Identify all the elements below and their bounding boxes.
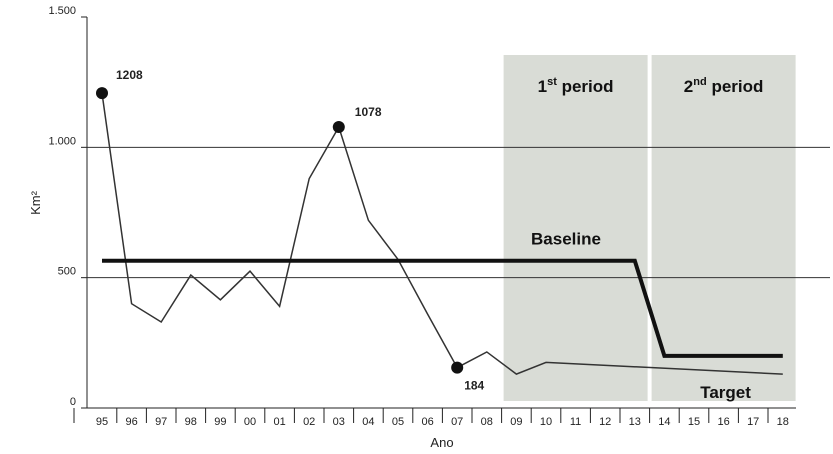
x-tick-label: 03 xyxy=(333,416,345,428)
x-tick-label: 17 xyxy=(747,416,759,428)
x-tick-label: 15 xyxy=(688,416,700,428)
y-tick-label: 1.500 xyxy=(48,5,76,17)
x-tick-label: 99 xyxy=(214,416,226,428)
x-tick-label: 09 xyxy=(510,416,522,428)
gridlines xyxy=(87,146,830,279)
x-tick-label: 10 xyxy=(540,416,552,428)
point-label: 1208 xyxy=(116,68,143,82)
baseline-series-line xyxy=(102,258,783,358)
x-tick-label: 95 xyxy=(96,416,108,428)
point-label: 1078 xyxy=(355,105,382,119)
x-tick-label: 16 xyxy=(717,416,729,428)
x-tick-label: 07 xyxy=(451,416,463,428)
y-tick-label: 1.000 xyxy=(48,135,76,147)
highlight-point xyxy=(96,87,108,100)
x-tick-label: 01 xyxy=(273,416,285,428)
x-tick-label: 04 xyxy=(362,416,374,428)
target-annotation: Target xyxy=(700,383,751,402)
period-band-1 xyxy=(503,55,648,401)
x-tick-label: 05 xyxy=(392,416,404,428)
period-title-1: 1st period xyxy=(538,76,614,96)
highlight-point xyxy=(332,121,345,134)
y-axis-title: Km² xyxy=(28,190,43,215)
x-tick-label: 11 xyxy=(570,416,581,428)
x-tick-label: 08 xyxy=(481,416,493,428)
baseline-annotation: Baseline xyxy=(531,230,601,249)
period-bands xyxy=(503,55,796,401)
y-ticks: 0 500 1.000 1.500 xyxy=(48,5,87,409)
highlight-points: 1208 1078 184 xyxy=(96,68,485,393)
x-axis-title: Ano xyxy=(430,435,453,450)
point-label: 184 xyxy=(464,379,484,393)
x-tick-label: 06 xyxy=(421,416,433,428)
y-tick-label: 500 xyxy=(58,266,76,278)
x-tick-label: 00 xyxy=(244,416,256,428)
x-ticks: 95 96 97 98 99 00 01 02 03 04 05 06 07 08 09 10 11 12 13 14… xyxy=(73,408,789,428)
x-tick-label: 18 xyxy=(777,416,789,428)
x-tick-label: 97 xyxy=(155,416,167,428)
x-tick-label: 02 xyxy=(303,416,315,428)
y-tick-label: 0 xyxy=(70,396,76,408)
highlight-point xyxy=(451,361,464,374)
x-tick-label: 98 xyxy=(185,416,197,428)
x-tick-label: 12 xyxy=(599,416,611,428)
x-tick-label: 96 xyxy=(125,416,137,428)
period-band-2 xyxy=(651,55,796,401)
annotations: 1st period 2nd period Baseline Target xyxy=(531,76,763,402)
x-tick-label: 14 xyxy=(658,416,670,428)
x-tick-label: 13 xyxy=(629,416,641,428)
period-title-2: 2nd period xyxy=(684,76,764,96)
